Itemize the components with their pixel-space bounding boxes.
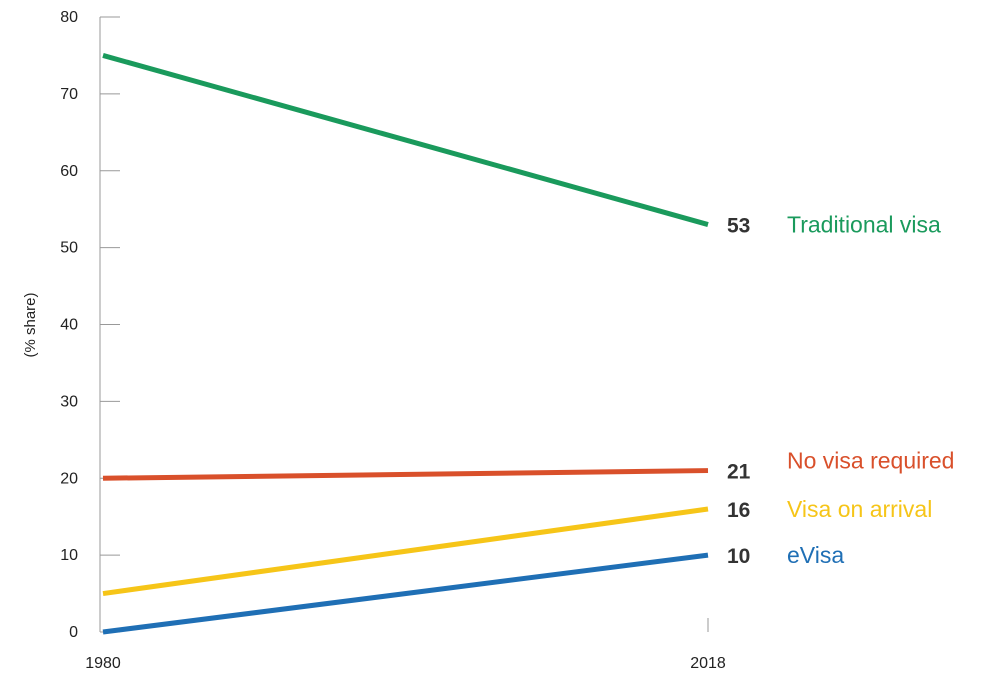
series-label: Traditional visa [787,212,941,238]
y-axis-title: (% share) [22,292,39,357]
end-value-label: 21 [727,461,751,484]
series-label: eVisa [787,542,844,568]
axes: 0 10 20 30 40 50 60 70 80 1980 2018 [60,9,726,672]
y-tick-label: 50 [60,240,78,257]
series-label: Visa on arrival [787,496,932,522]
x-tick-label: 1980 [85,655,121,672]
series-line [102,53,709,227]
y-tick-label: 60 [60,163,78,180]
y-tick-label: 80 [60,9,78,26]
series-label: No visa required [787,448,954,474]
series-lines [102,53,709,635]
y-tick-label: 40 [60,317,78,334]
labels: 53 Traditional visa 21 No visa required 16 Vi… [727,212,954,569]
end-value-label: 10 [727,545,750,568]
y-tick-label: 10 [60,547,78,564]
x-tick-label: 2018 [690,655,726,672]
y-tick-label: 0 [69,624,78,641]
series-line [102,506,709,597]
end-value-label: 16 [727,499,750,522]
end-value-label: 53 [727,215,750,238]
y-tick-label: 30 [60,393,78,410]
series-line [102,552,709,635]
series-line [102,468,709,481]
y-tick-label: 70 [60,86,78,103]
y-tick-label: 20 [60,470,78,487]
